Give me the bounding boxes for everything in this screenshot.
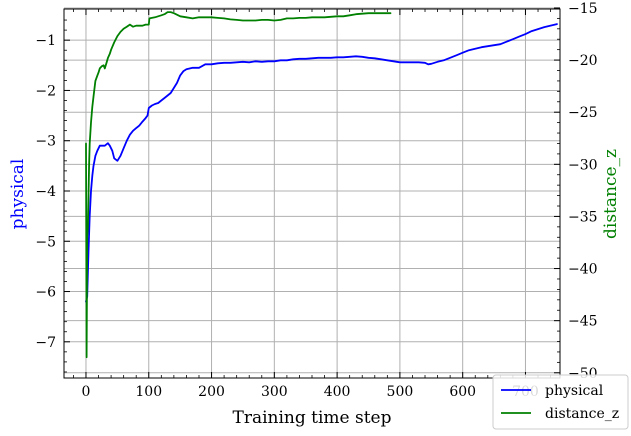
x-tick-label: 0 — [82, 384, 91, 400]
y-left-tick-label: −7 — [35, 335, 56, 351]
y-left-tick-label: −4 — [35, 184, 56, 200]
y-axis-label-right: distance_z — [601, 149, 621, 239]
y-left-tick-label: −5 — [35, 234, 56, 250]
y-axis-label-left: physical — [8, 159, 28, 230]
y-right-tick-label: −40 — [568, 262, 598, 278]
x-tick-label: 100 — [135, 384, 162, 400]
y-left-tick-label: −3 — [35, 134, 56, 150]
x-tick-label: 400 — [324, 384, 351, 400]
x-tick-label: 600 — [449, 384, 476, 400]
x-axis-label: Training time step — [232, 408, 391, 428]
grid — [64, 7, 560, 378]
legend-box — [492, 374, 629, 430]
legend-label-physical: physical — [545, 383, 604, 399]
x-tick-label: 300 — [261, 384, 288, 400]
y-right-tick-label: −25 — [568, 105, 598, 121]
series-layer — [85, 11, 558, 359]
y-left-tick-label: −6 — [35, 285, 56, 301]
y-left-tick-label: −1 — [35, 33, 56, 49]
legend-label-distance-z: distance_z — [545, 406, 619, 422]
y-right-tick-label: −20 — [568, 53, 598, 69]
legend: physical distance_z — [492, 374, 629, 430]
x-tick-label: 500 — [387, 384, 414, 400]
y-left-tick-label: −2 — [35, 83, 56, 99]
axes: 0100200300400500600700−1−2−3−4−5−6−7−15−… — [35, 1, 597, 400]
y-right-tick-label: −30 — [568, 157, 598, 173]
series-line-physical — [85, 23, 558, 303]
y-right-tick-label: −35 — [568, 209, 598, 225]
series-line-distance-z — [85, 11, 392, 359]
x-tick-label: 200 — [198, 384, 225, 400]
y-right-tick-label: −45 — [568, 314, 598, 330]
y-right-tick-label: −15 — [568, 1, 598, 17]
